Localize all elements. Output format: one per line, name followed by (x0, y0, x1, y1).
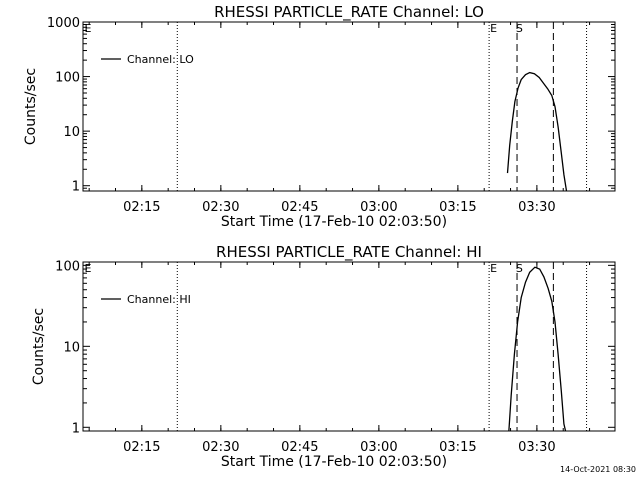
x-tick-label: 03:15 (439, 200, 476, 215)
x-axis-label: Start Time (17-Feb-10 02:03:50) (221, 214, 447, 230)
chart-panel-1: RHESSI PARTICLE_RATE Channel: LO E E S 02:15… (23, 3, 616, 230)
x-tick-label: 02:15 (123, 440, 160, 455)
event-marker-label: E (490, 262, 497, 275)
x-tick-label: 03:30 (518, 200, 555, 215)
chart-panel-2: RHESSI PARTICLE_RATE Channel: HI E E S 02:15… (31, 243, 616, 470)
x-tick-label: 02:45 (281, 440, 318, 455)
legend-label: Channel: HI (127, 293, 191, 306)
y-tick-label: 1 (72, 421, 80, 436)
y-tick-label: 10 (63, 125, 80, 140)
x-tick-label: 02:30 (202, 200, 239, 215)
event-marker-label: E (85, 22, 92, 35)
event-marker-label: S (516, 262, 523, 275)
plot-frame (82, 21, 616, 192)
y-axis-label: Counts/sec (31, 308, 47, 385)
y-axis-label: Counts/sec (23, 68, 39, 145)
x-tick-label: 03:30 (518, 440, 555, 455)
x-axis-label: Start Time (17-Feb-10 02:03:50) (221, 454, 447, 470)
plot-frame (82, 261, 616, 432)
series-line-1 (508, 266, 567, 431)
event-marker-label: E (490, 22, 497, 35)
y-tick-label: 1 (72, 180, 80, 195)
y-tick-label: 1000 (47, 16, 80, 31)
x-tick-label: 02:30 (202, 440, 239, 455)
y-tick-label: 100 (55, 71, 80, 86)
x-tick-label: 02:45 (281, 200, 318, 215)
chart-title: RHESSI PARTICLE_RATE Channel: LO (214, 3, 484, 22)
legend-label: Channel: LO (127, 53, 194, 66)
event-marker-label: S (516, 22, 523, 35)
x-tick-label: 03:00 (360, 440, 397, 455)
event-marker-label: E (85, 262, 92, 275)
series-line-1 (506, 71, 568, 191)
x-tick-label: 02:15 (123, 200, 160, 215)
x-tick-label: 03:15 (439, 440, 476, 455)
y-tick-label: 10 (63, 340, 80, 355)
chart-title: RHESSI PARTICLE_RATE Channel: HI (216, 243, 482, 262)
footer-timestamp: 14-Oct-2021 08:30 (560, 465, 636, 474)
x-tick-label: 03:00 (360, 200, 397, 215)
y-tick-label: 100 (55, 259, 80, 274)
